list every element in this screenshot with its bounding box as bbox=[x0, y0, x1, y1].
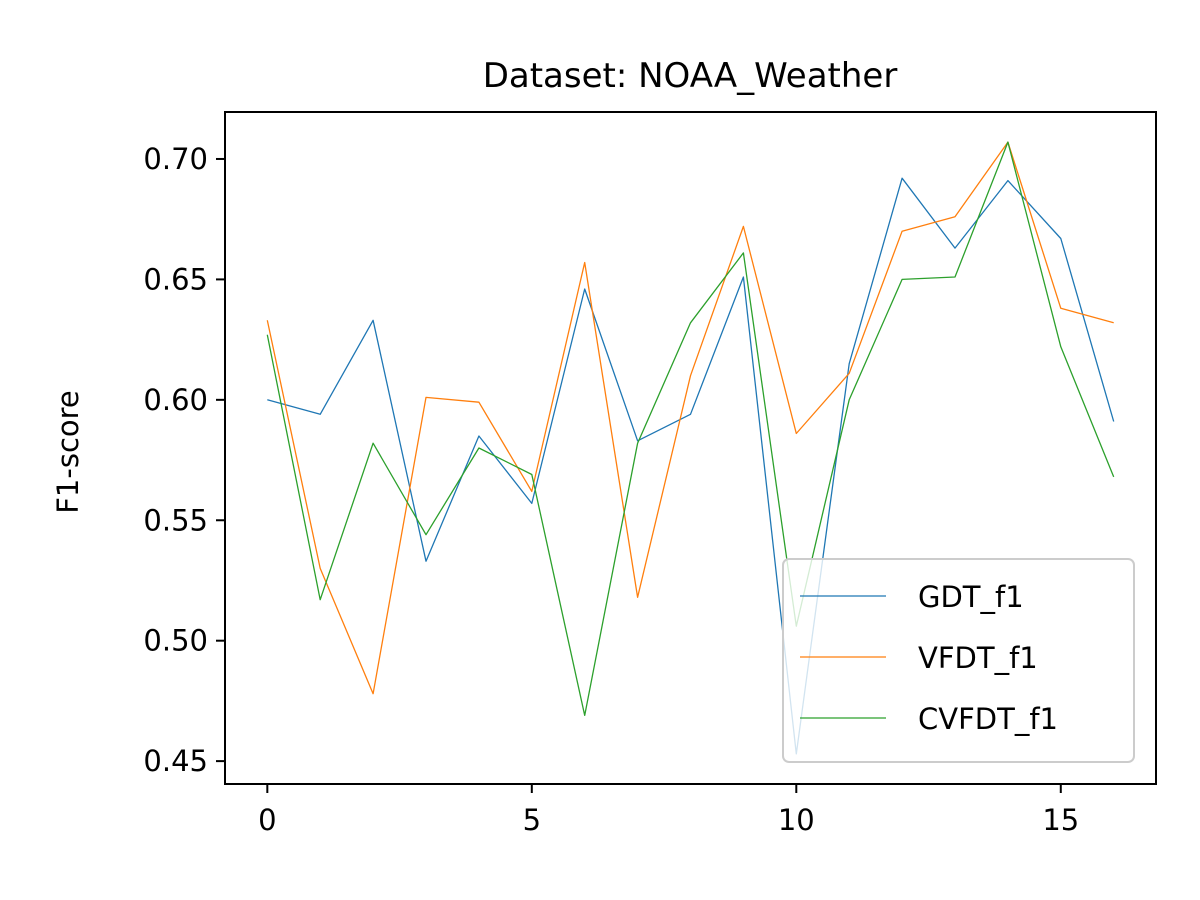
plot-frame bbox=[224, 111, 1157, 785]
legend-label-GDT_f1: GDT_f1 bbox=[918, 580, 1024, 614]
legend: GDT_f1 VFDT_f1 CVFDT_f1 bbox=[782, 558, 1135, 763]
y-axis-label: F1-score bbox=[51, 390, 85, 514]
axes: 0 5 10 15 0.45 0.50 0.55 0.60 0.65 0.70 bbox=[143, 142, 1079, 837]
legend-label-CVFDT_f1: CVFDT_f1 bbox=[918, 702, 1058, 736]
legend-box bbox=[782, 558, 1135, 763]
series-line-CVFDT_f1 bbox=[266, 141, 1115, 717]
y-tick-label: 0.55 bbox=[143, 503, 208, 537]
x-tick-label: 10 bbox=[778, 803, 815, 837]
plot-area bbox=[266, 141, 1115, 755]
y-tick-label: 0.60 bbox=[143, 383, 208, 417]
y-tick-label: 0.70 bbox=[143, 142, 208, 176]
x-tick-label: 0 bbox=[258, 803, 276, 837]
x-tick-label: 5 bbox=[523, 803, 541, 837]
legend-label-VFDT_f1: VFDT_f1 bbox=[918, 641, 1038, 675]
x-tick-label: 15 bbox=[1042, 803, 1079, 837]
series-line-VFDT_f1 bbox=[266, 141, 1114, 695]
y-tick-label: 0.65 bbox=[143, 262, 208, 296]
chart-title: Dataset: NOAA_Weather bbox=[483, 56, 898, 96]
y-tick-label: 0.50 bbox=[143, 624, 208, 658]
series-line-GDT_f1 bbox=[267, 177, 1115, 755]
y-tick-label: 0.45 bbox=[143, 744, 208, 778]
